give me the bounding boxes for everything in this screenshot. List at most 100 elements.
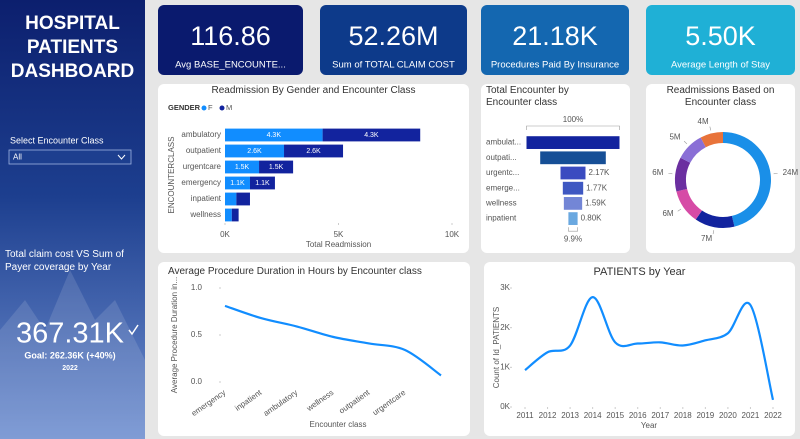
data-label: 2.6K bbox=[306, 148, 321, 155]
kpi-card-value: 5.50K bbox=[685, 21, 756, 51]
chart-title-box: Average Procedure Duration in Hours by E… bbox=[168, 266, 422, 277]
dropdown-box[interactable] bbox=[8, 149, 132, 165]
filter-label: Select Encounter Class bbox=[10, 135, 104, 145]
bar-segment bbox=[284, 144, 344, 158]
legend-swatch bbox=[201, 105, 207, 111]
x-tick-label: 2011 bbox=[516, 411, 534, 420]
leader-line bbox=[683, 140, 688, 145]
category-label: outpati... bbox=[486, 153, 517, 162]
bar-segment bbox=[225, 160, 260, 174]
kpi-title-box: Total claim cost VS Sum of Payer coverag… bbox=[5, 249, 124, 273]
legend-title: GENDER bbox=[168, 103, 201, 112]
x-tick-label: 2018 bbox=[674, 411, 692, 420]
title-box: HOSPITAL PATIENTS DASHBOARD bbox=[10, 13, 135, 82]
chart-title-box: Total Encounter by Encounter class bbox=[486, 85, 569, 108]
y-axis-label: Average Procedure Duration in... bbox=[170, 277, 179, 393]
funnel-bar bbox=[560, 166, 586, 180]
bar-segment bbox=[225, 128, 323, 142]
sidebar-decoration bbox=[0, 270, 145, 439]
x-tick-label: 2015 bbox=[606, 411, 624, 420]
leader-line bbox=[712, 230, 715, 235]
x-tick-label: 2017 bbox=[651, 411, 669, 420]
data-label: 1.5K bbox=[235, 164, 250, 171]
y-tick-label: 1K bbox=[500, 362, 510, 371]
y-tick-label: outpatient bbox=[186, 146, 222, 155]
chart-title: Total Encounter by Encounter class bbox=[486, 85, 569, 108]
leader-line bbox=[709, 126, 712, 131]
dropdown-chevron[interactable] bbox=[117, 154, 126, 160]
data-label: 1.1K bbox=[255, 180, 270, 187]
chart-panel bbox=[158, 262, 470, 436]
kpi-card-label: Sum of TOTAL CLAIM COST bbox=[332, 60, 455, 71]
dropdown-value[interactable]: All bbox=[13, 153, 22, 162]
funnel-bar bbox=[562, 181, 584, 195]
chart-title: Readmission By Gender and Encounter Clas… bbox=[211, 85, 416, 96]
bar-segment bbox=[225, 144, 285, 158]
chart-title: PATIENTS by Year bbox=[593, 266, 686, 278]
y-axis-label: Count of Id_PATIENTS bbox=[492, 307, 501, 389]
data-label: 2.17K bbox=[588, 168, 610, 177]
kpi-title: Total claim cost VS Sum of Payer coverag… bbox=[5, 249, 124, 273]
funnel-bar bbox=[540, 151, 606, 165]
kpi-check bbox=[128, 324, 139, 336]
y-tick-label: ambulatory bbox=[181, 130, 221, 139]
x-tick-label: 10K bbox=[445, 230, 460, 239]
y-tick-label: urgentcare bbox=[183, 162, 222, 171]
annotation: 100% bbox=[563, 115, 583, 124]
data-label: 24M bbox=[783, 168, 799, 177]
kpi-goal: Goal: 262.36K (+40%) bbox=[24, 350, 115, 360]
kpi-card bbox=[158, 5, 303, 75]
dashboard-title: HOSPITAL PATIENTS DASHBOARD bbox=[10, 13, 135, 82]
kpi-card bbox=[320, 5, 467, 75]
data-label: 1.5K bbox=[269, 164, 284, 171]
kpi-card-value: 21.18K bbox=[512, 21, 598, 51]
category-label: ambulat... bbox=[486, 138, 521, 147]
bar-segment bbox=[259, 160, 294, 174]
pie-slice bbox=[700, 132, 723, 148]
kpi-year: 2022 bbox=[62, 365, 78, 372]
data-label: 4M bbox=[698, 117, 709, 126]
y-tick-label: 0.5 bbox=[191, 330, 203, 339]
dropdown[interactable]: All bbox=[8, 149, 132, 165]
data-label: 7M bbox=[701, 234, 712, 243]
sidebar bbox=[0, 0, 145, 439]
data-label: 1.77K bbox=[586, 183, 608, 192]
bar-segment bbox=[225, 208, 232, 222]
chart-title: Readmissions Based on Encounter class bbox=[666, 85, 775, 108]
x-tick-label: 2013 bbox=[561, 411, 579, 420]
leader-line bbox=[677, 208, 682, 212]
chart-title: Average Procedure Duration in Hours by E… bbox=[168, 266, 422, 277]
data-label: 1.59K bbox=[585, 199, 607, 208]
category-label: emerge... bbox=[486, 183, 520, 192]
pie-slice bbox=[675, 157, 691, 192]
y-tick-label: inpatient bbox=[191, 194, 222, 203]
x-axis-label: Total Readmission bbox=[306, 240, 371, 249]
y-axis-label: ENCOUNTERCLASS bbox=[167, 137, 176, 214]
x-tick-label: 2020 bbox=[719, 411, 737, 420]
sidebar-content: HOSPITAL PATIENTS DASHBOARD Select Encou… bbox=[5, 13, 139, 372]
bar-segment bbox=[231, 208, 239, 222]
y-tick-label: 0K bbox=[500, 402, 510, 411]
funnel-bar bbox=[568, 212, 578, 225]
kpi-card-value: 52.26M bbox=[348, 21, 438, 51]
pie-slice bbox=[680, 137, 706, 163]
x-tick-label: 2021 bbox=[742, 411, 760, 420]
data-label: 0.80K bbox=[581, 214, 603, 223]
pie-slice bbox=[695, 210, 735, 228]
data-label: 4.3K bbox=[267, 132, 282, 139]
kpi-card-label: Avg BASE_ENCOUNTE... bbox=[175, 60, 286, 71]
x-tick-label: 0K bbox=[220, 230, 230, 239]
data-label: 4.3K bbox=[364, 132, 379, 139]
chart-title-box: Readmission By Gender and Encounter Clas… bbox=[211, 85, 416, 96]
bar-segment bbox=[249, 176, 275, 190]
y-tick-label: emergency bbox=[181, 178, 221, 187]
kpi-card bbox=[646, 5, 795, 75]
legend-label: F bbox=[208, 103, 213, 112]
line-series bbox=[224, 304, 442, 377]
y-tick-label: 1.0 bbox=[191, 283, 203, 292]
legend-label: M bbox=[226, 103, 232, 112]
data-label: 2.6K bbox=[247, 148, 262, 155]
x-tick-label: 2014 bbox=[584, 411, 602, 420]
bar-segment bbox=[322, 128, 421, 142]
x-tick-label: 2016 bbox=[629, 411, 647, 420]
